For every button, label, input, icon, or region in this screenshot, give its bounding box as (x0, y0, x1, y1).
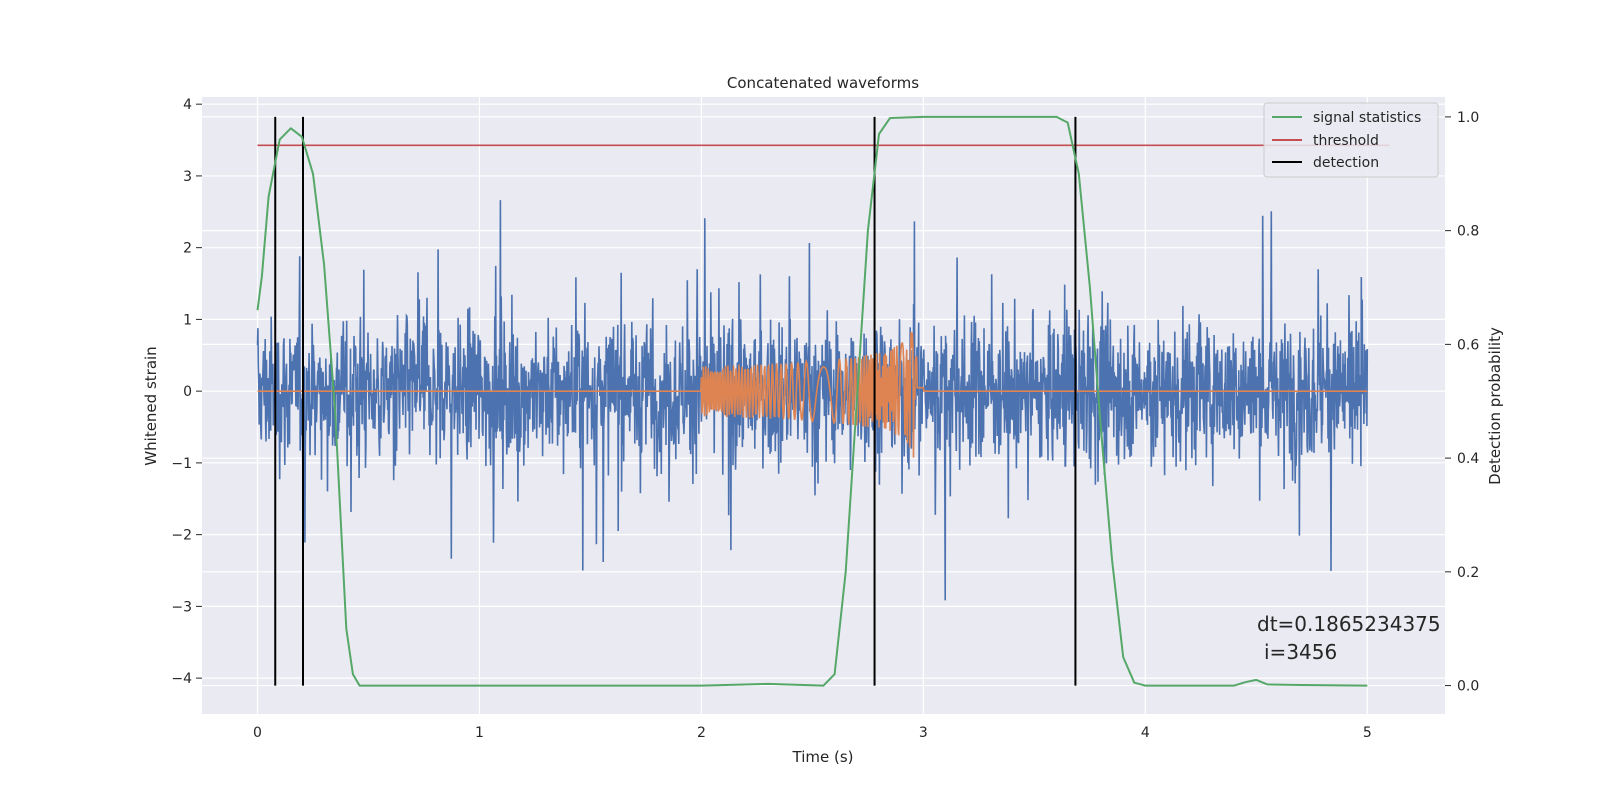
y-right-tick-label: 0.2 (1457, 565, 1479, 581)
y-tick-label: 3 (183, 169, 192, 185)
y-right-tick-label: 0.8 (1457, 224, 1479, 240)
y-tick-label: −3 (171, 599, 192, 615)
axis-ticks: 0 1 2 3 4 5 −4 −3 −2 −1 0 1 2 3 4 0.0 0.2 0.4 0.6 0.8 1.0 (171, 97, 1479, 741)
legend-box (1263, 102, 1439, 178)
legend: signal statistics threshold detection (1263, 102, 1439, 178)
legend-label-detection: detection (1313, 155, 1379, 171)
x-tick-label: 0 (253, 725, 262, 741)
x-tick-label: 2 (697, 725, 706, 741)
y-right-tick-label: 0.6 (1457, 337, 1479, 353)
y-tick-label: −2 (171, 528, 192, 544)
series-layer (256, 115, 1390, 687)
series-whitened-strain (256, 200, 1369, 601)
y-tick-label: 0 (183, 384, 192, 400)
x-tick-label: 1 (475, 725, 484, 741)
y-right-axis-label: Detection probability (1486, 327, 1504, 485)
chart-title: Concatenated waveforms (727, 74, 919, 92)
y-right-tick-label: 0.4 (1457, 451, 1479, 467)
y-tick-label: 1 (183, 312, 192, 328)
annotation-dt: dt=0.1865234375 (1257, 612, 1441, 636)
x-tick-label: 4 (1141, 725, 1150, 741)
y-tick-label: −1 (171, 456, 192, 472)
y-tick-label: −4 (171, 671, 192, 687)
y-axis-label: Whitened strain (142, 346, 160, 465)
series-signal-statistics (256, 115, 1368, 687)
y-tick-label: 4 (183, 97, 192, 113)
legend-label-signal-statistics: signal statistics (1313, 110, 1421, 126)
x-tick-label: 3 (919, 725, 928, 741)
y-tick-label: 2 (183, 241, 192, 257)
y-right-tick-label: 1.0 (1457, 110, 1479, 126)
series-injected-waveform (257, 331, 1368, 458)
annotation-i: i=3456 (1264, 640, 1337, 664)
y-right-tick-label: 0.0 (1457, 679, 1479, 695)
x-axis-label: Time (s) (792, 748, 854, 766)
legend-label-threshold: threshold (1313, 133, 1379, 149)
x-tick-label: 5 (1363, 725, 1372, 741)
